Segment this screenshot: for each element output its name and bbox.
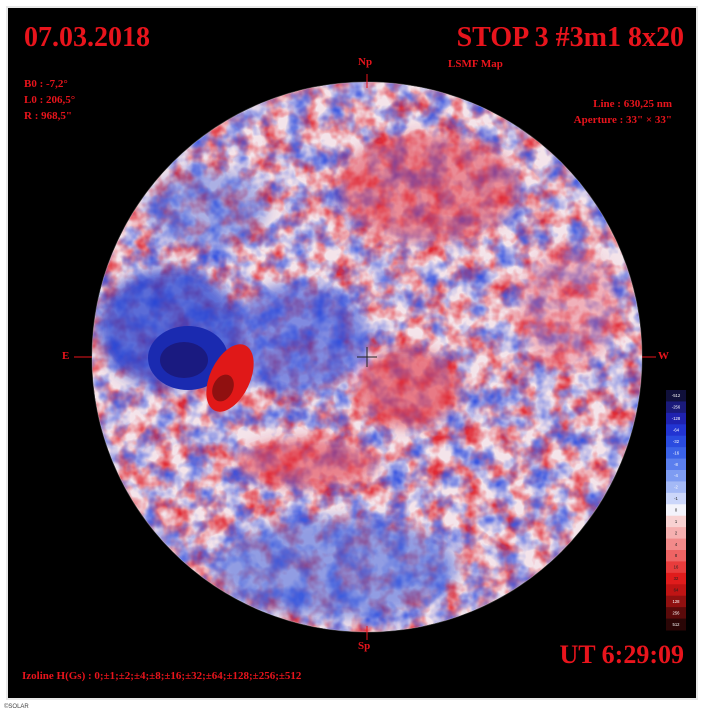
credit-text: ©SOLAR [4,704,29,710]
colorbar-swatch [666,595,686,608]
colorbar-label: -16 [673,450,680,455]
colorbar-swatch [666,447,686,460]
colorbar-swatch [666,481,686,494]
colorbar-swatch [666,550,686,562]
colorbar-label: 2 [675,530,678,535]
colorbar-label: 64 [674,588,679,593]
colorbar-swatch [666,492,686,505]
colorbar-label: -256 [672,405,681,410]
colorbar-swatch [666,527,686,540]
param-aperture: Aperture : 33" × 33" [573,114,672,126]
large-scale-regions [98,133,618,618]
colorbar-swatch [666,504,686,517]
colorbar-label: 128 [673,599,681,604]
colorbar-label: 4 [675,542,678,547]
north-pole-label: Np [358,56,373,68]
map-title: STOP 3 #3m1 8x20 [456,22,684,53]
colorbar-label: -64 [673,428,680,433]
solar-disk-map: -512 -256 -128 -64 -32 -16 -8 -4 -2 -1 0 1 2 4 8 16 32 64… [74,74,686,640]
colorbar-label: -4 [674,473,678,478]
colorbar-label: -8 [674,462,678,467]
colorbar-label: 256 [673,610,681,615]
colorbar-label: 16 [674,565,679,570]
colorbar-swatch [666,572,686,585]
map-subtitle: LSMF Map [448,58,503,70]
colorbar-swatch [666,584,686,597]
colorbar-swatch [666,618,686,631]
colorbar-swatch [666,412,686,425]
colorbar-swatch [666,538,686,551]
colorbar-label: -1 [674,496,678,501]
colorbar-swatch [666,424,686,437]
active-region [148,326,254,412]
colorbar-label: -2 [674,485,678,490]
colorbar-label: 32 [674,576,679,581]
colorbar-swatch [666,470,686,482]
colorbar-label: 512 [673,622,681,627]
magnetogram-frame: -512 -256 -128 -64 -32 -16 -8 -4 -2 -1 0 1 2 4 8 16 32 64… [6,6,698,700]
colorbar-label: 8 [675,553,678,558]
colorbar-label: -512 [672,393,681,398]
south-pole-label: Sp [358,640,371,652]
colorbar: -512 -256 -128 -64 -32 -16 -8 -4 -2 -1 0 1 2 4 8 16 32 64… [666,390,686,631]
observation-date: 07.03.2018 [24,22,150,53]
colorbar-swatch [666,458,686,471]
colorbar-swatch [666,561,686,574]
east-label: E [62,350,70,362]
colorbar-label: -32 [673,439,680,444]
ut-time: UT 6:29:09 [559,640,684,669]
colorbar-swatch [666,435,686,448]
colorbar-label: 0 [675,508,678,513]
colorbar-swatch [666,401,686,414]
param-b0: B0 : -7,2° [24,78,68,90]
colorbar-label: -128 [672,416,681,421]
param-line: Line : 630,25 nm [593,98,672,110]
param-l0: L0 : 206,5° [24,94,76,106]
izoline-levels: Izoline H(Gs) : 0;±1;±2;±4;±8;±16;±32;±6… [22,670,302,682]
colorbar-swatch [666,607,686,620]
west-label: W [658,350,669,362]
colorbar-label: 1 [675,519,678,524]
colorbar-swatch [666,390,686,402]
param-radius: R : 968,5" [24,110,72,122]
colorbar-swatch [666,515,686,528]
